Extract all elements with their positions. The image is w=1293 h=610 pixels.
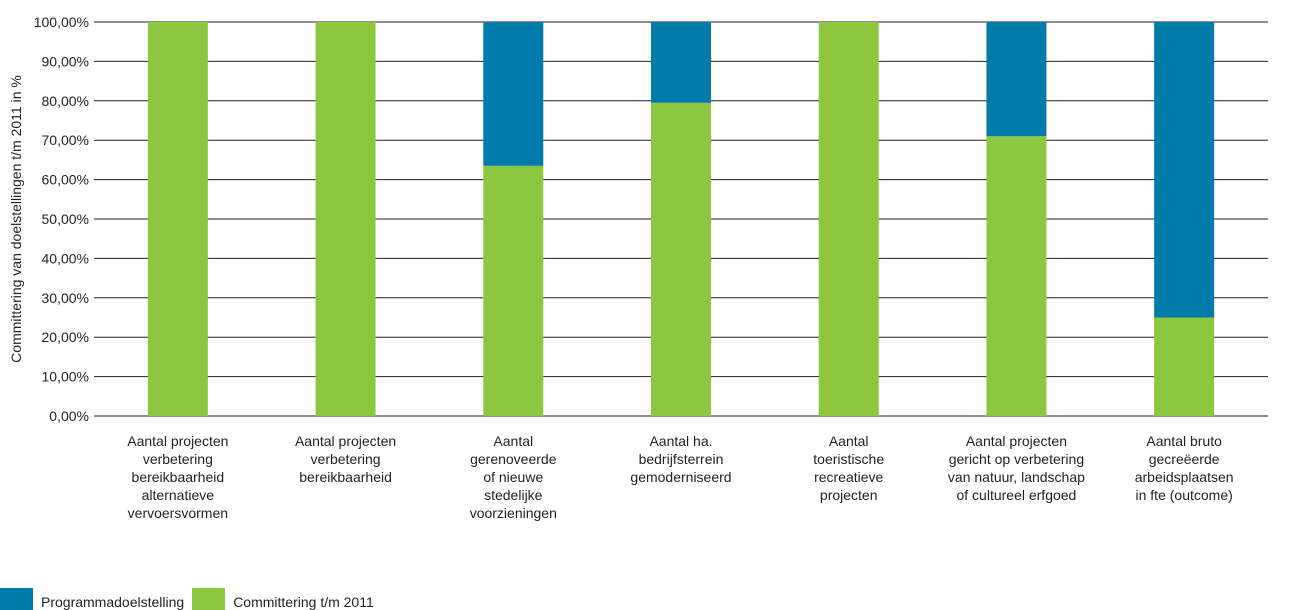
legend-swatch-committering bbox=[192, 588, 226, 610]
bar-segment-committering bbox=[483, 165, 544, 416]
bar-segment-committering bbox=[986, 136, 1047, 416]
x-category-label: Aantal projecten verbetering bereikbaarh… bbox=[294, 433, 397, 485]
y-tick-label: 90,00% bbox=[42, 53, 89, 69]
y-axis-label: Committering van doelstellingen t/m 2011… bbox=[8, 75, 24, 363]
y-tick-label: 100,00% bbox=[34, 14, 89, 30]
legend-item-committering: Committering t/m 2011 bbox=[192, 588, 374, 610]
x-category-label: Aantal bruto gecreëerde arbeidsplaatsen … bbox=[1134, 433, 1234, 503]
y-tick-label: 30,00% bbox=[42, 290, 89, 306]
y-tick-label: 40,00% bbox=[42, 250, 89, 266]
bar-segment-committering bbox=[315, 22, 376, 416]
x-category-label: Aantal ha. bedrijfsterrein gemoderniseer… bbox=[630, 433, 732, 485]
x-category-label: Aantal gerenoveerde of nieuwe stedelijke… bbox=[469, 433, 557, 521]
y-tick-label: 60,00% bbox=[42, 172, 89, 188]
x-category-label: Aantal projecten verbetering bereikbaarh… bbox=[127, 433, 229, 521]
y-tick-label: 70,00% bbox=[42, 132, 89, 148]
bar-segment-committering bbox=[818, 22, 879, 416]
legend-label-programmadoelstelling: Programmadoelstelling bbox=[41, 594, 185, 610]
y-tick-label: 0,00% bbox=[49, 408, 89, 424]
legend: Programmadoelstelling Committering t/m 2… bbox=[0, 583, 382, 610]
bar-segment-committering bbox=[1154, 317, 1215, 416]
bar-segment-programmadoelstelling bbox=[483, 22, 544, 166]
bar-segment-committering bbox=[147, 22, 208, 416]
y-tick-label: 50,00% bbox=[42, 211, 89, 227]
x-category-label: Aantal toeristische recreatieve projecte… bbox=[813, 433, 885, 503]
bar-segment-programmadoelstelling bbox=[1154, 22, 1215, 318]
stacked-bar-chart: 0,00% 10,00% 20,00% 30,00% 40,00% 50,00% 60,00… bbox=[8, 14, 1268, 424]
y-tick-label: 20,00% bbox=[42, 329, 89, 345]
legend-swatch-programmadoelstelling bbox=[0, 588, 33, 610]
bar-segment-programmadoelstelling bbox=[651, 22, 711, 103]
y-tick-label: 10,00% bbox=[42, 369, 89, 385]
legend-label-committering: Committering t/m 2011 bbox=[233, 594, 374, 610]
x-category-label: Aantal projecten gericht op verbetering … bbox=[947, 433, 1085, 503]
bar-segment-programmadoelstelling bbox=[986, 22, 1047, 137]
bar-segment-committering bbox=[651, 102, 711, 417]
legend-item-programmadoelstelling: Programmadoelstelling bbox=[0, 588, 184, 610]
y-tick-label: 80,00% bbox=[42, 93, 89, 109]
